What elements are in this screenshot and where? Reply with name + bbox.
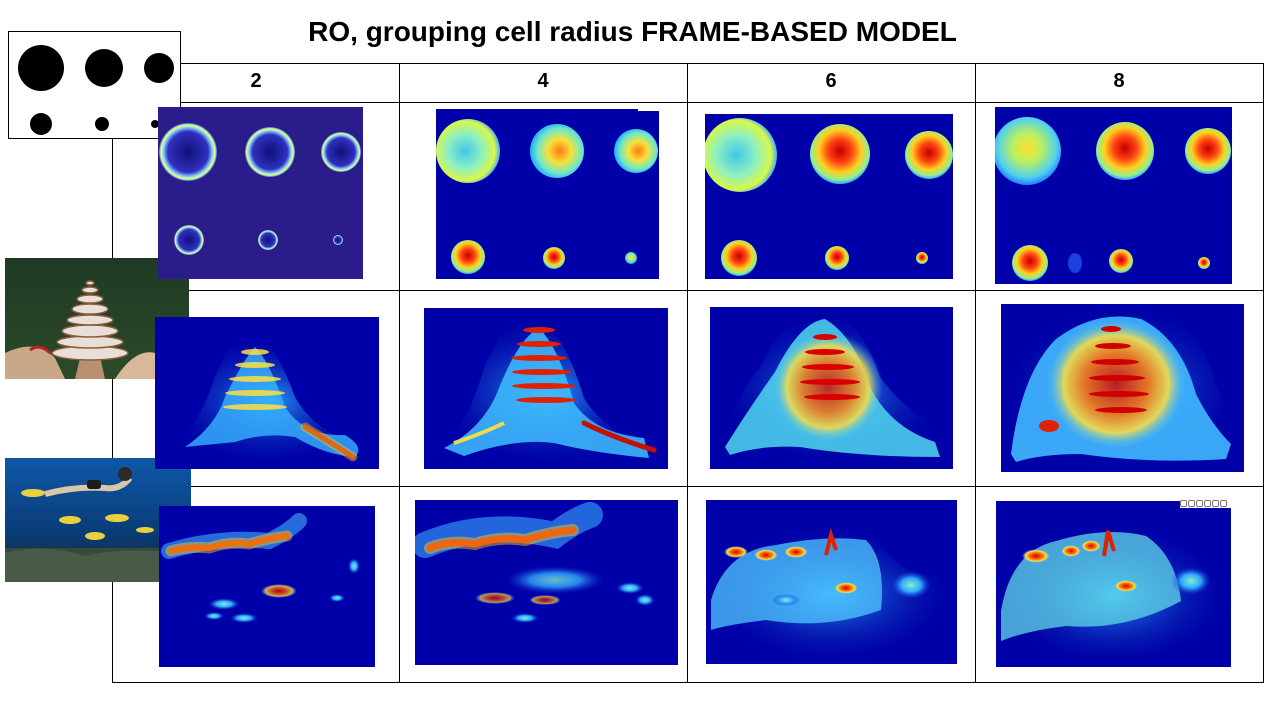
table-right-border: [1263, 63, 1264, 683]
page-title: RO, grouping cell radius FRAME-BASED MOD…: [308, 16, 957, 47]
disc-saliency-map: [995, 107, 1232, 284]
heatmap-worm-radius-8: [1001, 304, 1244, 472]
worm-saliency-map: [710, 307, 953, 469]
heatmap-discs-radius-4: [436, 109, 659, 279]
table-bottom-border: [112, 682, 1264, 683]
row-divider-2: [112, 486, 1264, 487]
disc-stimulus-thumbnail: [8, 31, 181, 139]
worm-saliency-map: [155, 317, 379, 469]
disc-saliency-map: [436, 109, 659, 279]
heatmap-discs-radius-8: [995, 107, 1232, 284]
zoom-out-icon[interactable]: [1188, 500, 1195, 507]
heatmap-worm-radius-6: [710, 307, 953, 469]
zoom-in-icon[interactable]: [1180, 500, 1187, 507]
heatmap-diver-radius-6: [706, 500, 957, 664]
heatmap-diver-radius-8: [996, 501, 1231, 667]
diver-saliency-map: [706, 500, 957, 664]
header-divider: [112, 102, 1264, 103]
rotate-icon[interactable]: [1204, 500, 1211, 507]
column-header-8: 8: [1113, 70, 1125, 92]
worm-saliency-map: [424, 308, 668, 469]
table-top-border: [112, 63, 1264, 64]
disc-saliency-map: [158, 107, 363, 279]
diver-saliency-map: [159, 506, 375, 667]
column-header-4: 4: [537, 70, 549, 92]
worm-saliency-map: [1001, 304, 1244, 472]
column-header-2: 2: [250, 70, 262, 92]
figure-toolbar: [1180, 499, 1232, 508]
pan-icon[interactable]: [1196, 500, 1203, 507]
column-header-6: 6: [825, 70, 837, 92]
heatmap-diver-radius-2: [159, 506, 375, 667]
col-divider-1: [399, 63, 400, 683]
col-divider-2: [687, 63, 688, 683]
heatmap-diver-radius-4: [415, 500, 678, 665]
data-cursor-icon[interactable]: [1212, 500, 1219, 507]
diver-saliency-map: [415, 500, 678, 665]
heatmap-worm-radius-4: [424, 308, 668, 469]
restore-icon[interactable]: [1220, 500, 1227, 507]
heatmap-discs-radius-6: [705, 114, 953, 279]
heatmap-discs-radius-2: [158, 107, 363, 279]
disc-saliency-map: [705, 114, 953, 279]
col-divider-3: [975, 63, 976, 683]
row-divider-1: [112, 290, 1264, 291]
heatmap-worm-radius-2: [155, 317, 379, 469]
disc-stimulus-image: [18, 45, 174, 135]
diver-saliency-map: [996, 501, 1231, 667]
